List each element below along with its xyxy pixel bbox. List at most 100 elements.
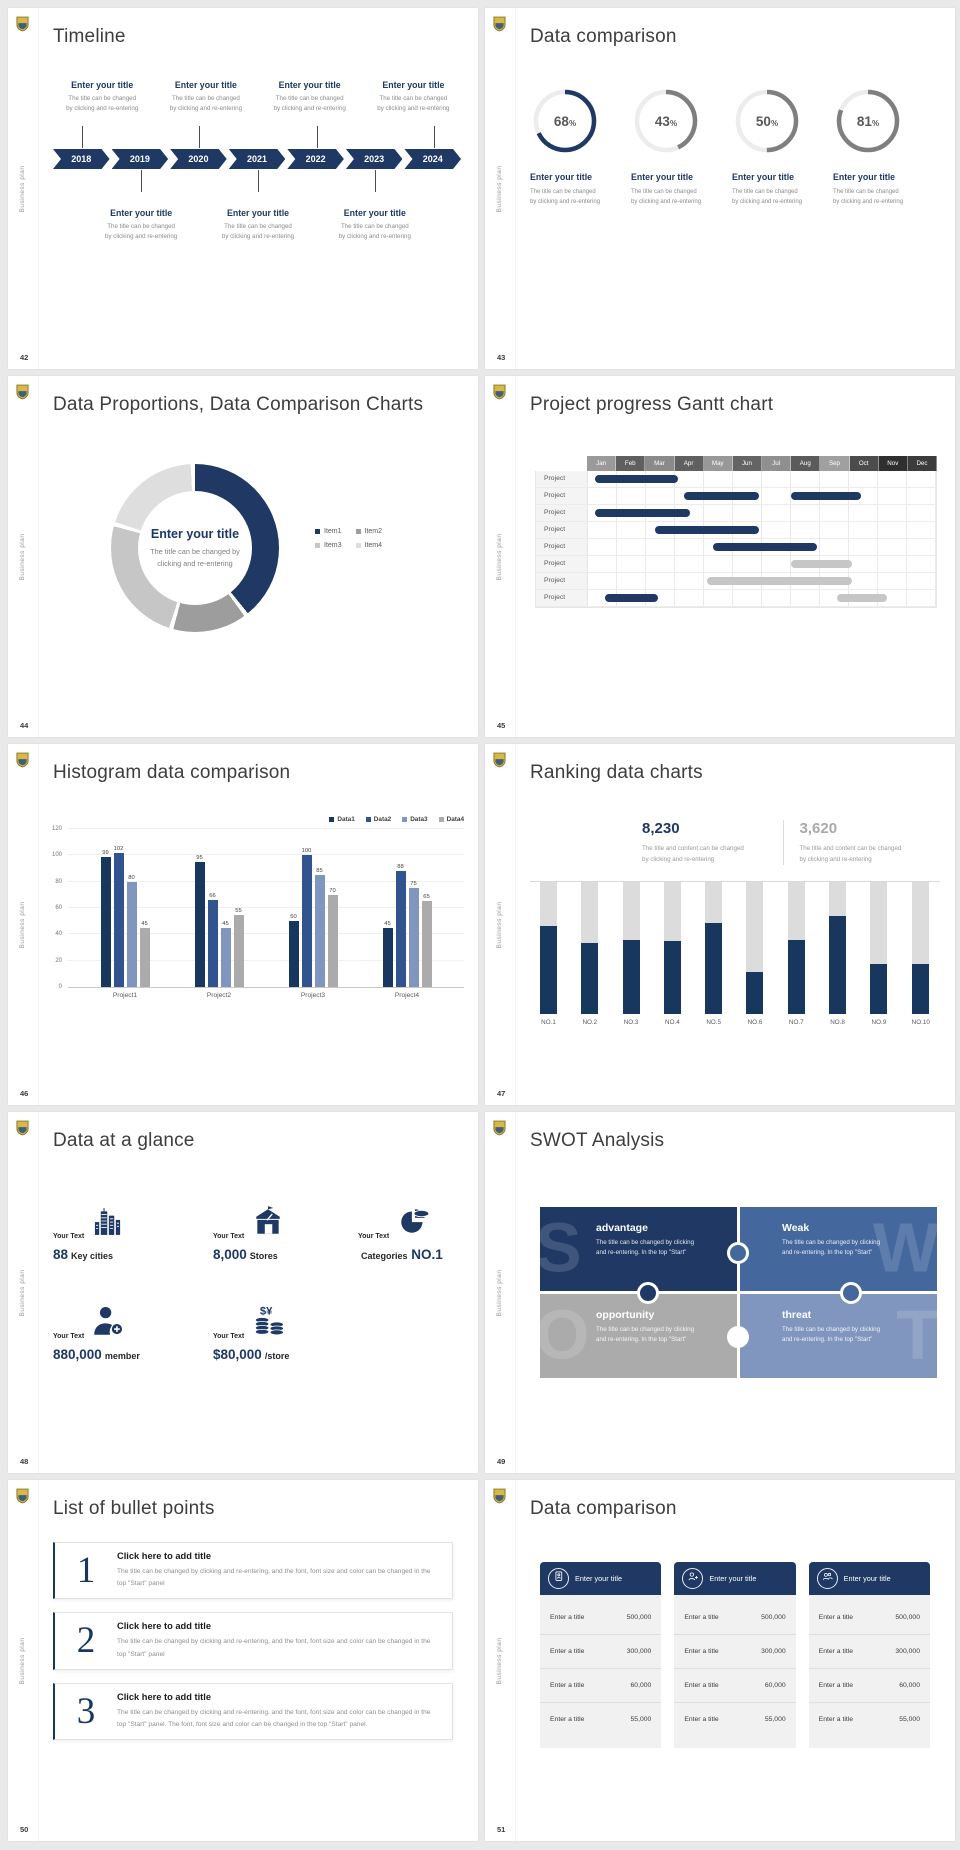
chart-area: 99 102 80 45 95 66 45 55 50 100 85 70 45 88 75 65 bbox=[68, 828, 464, 988]
gantt-gridline bbox=[762, 505, 791, 521]
timeline-item-caption: The title can be changed bbox=[107, 223, 176, 230]
gantt-row: Project bbox=[536, 539, 936, 556]
donut-center-caption: clicking and re-entering bbox=[157, 558, 233, 568]
swot-piece-caption: and re-entering. In the top "Start" bbox=[596, 1336, 687, 1344]
swot-piece-caption: and re-entering. In the top "Start" bbox=[782, 1336, 873, 1344]
gantt-month-cell: Aug bbox=[791, 456, 821, 471]
slide-42-timeline[interactable]: Business plan Timeline Enter your title T… bbox=[8, 8, 478, 369]
stat-unit: member bbox=[104, 1351, 140, 1361]
gantt-bar bbox=[683, 492, 760, 500]
slide-50-bullet-list[interactable]: Business plan List of bullet points 1 Cli… bbox=[8, 1480, 478, 1841]
bar bbox=[113, 852, 124, 987]
side-label: Business plan bbox=[496, 1637, 503, 1684]
slide-number: 47 bbox=[497, 1089, 506, 1098]
crest-logo-icon bbox=[493, 1488, 506, 1509]
row-value: 300,000 bbox=[895, 1648, 920, 1655]
bar bbox=[382, 927, 393, 987]
stat-top-row: Your Text bbox=[53, 1304, 203, 1341]
card-title: Enter your title bbox=[575, 1574, 623, 1583]
group-icon bbox=[821, 1570, 834, 1588]
gridline bbox=[68, 959, 464, 961]
gantt-month-cell: Dec bbox=[907, 456, 938, 471]
gantt-row: Project bbox=[536, 522, 936, 539]
gantt-row-cells bbox=[588, 539, 936, 555]
rings-content: 68% Enter your title The title can be chan… bbox=[530, 86, 945, 207]
slide-side-rail bbox=[485, 1112, 516, 1473]
row-label: Enter a title bbox=[684, 1648, 719, 1655]
gantt-row-label: Project bbox=[536, 539, 588, 555]
slide-48-data-glance[interactable]: Business plan Data at a glance Your Text… bbox=[8, 1112, 478, 1473]
donut-chart: Enter your title The title can be changed… bbox=[111, 464, 279, 632]
ranking-value-block: 3,620 The title and content can be change… bbox=[782, 820, 941, 866]
bar-wrap: 55 bbox=[233, 908, 244, 987]
row-label: Enter a title bbox=[684, 1614, 719, 1621]
stat-number-row: 880,000 member bbox=[53, 1346, 203, 1364]
bar-value-label: 102 bbox=[113, 845, 124, 852]
slide-51-comparison-tables[interactable]: Business plan Data comparison Enter your… bbox=[485, 1480, 955, 1841]
gantt-month-cell: May bbox=[703, 456, 733, 471]
ring-caption: by clicking and re-entering bbox=[631, 199, 702, 206]
gantt-gridline bbox=[849, 488, 878, 504]
stat-item: Your Text Categories NO.1 bbox=[358, 1207, 478, 1264]
histogram-legend: Data1 Data2 Data3 Data4 bbox=[48, 816, 464, 823]
gantt-gridline bbox=[762, 471, 791, 487]
timeline-item-title: Enter your title bbox=[71, 80, 134, 90]
slide-number: 45 bbox=[497, 721, 506, 730]
bar-wrap: 66 bbox=[207, 893, 218, 987]
bullet-title: Click here to add title bbox=[117, 1621, 212, 1632]
gantt-header: Jan Feb Mar Apr May Jun Jul Aug Sep Oct Nov Dec bbox=[535, 456, 938, 471]
slide-43-data-comparison[interactable]: Business plan Data comparison 68% Enter y… bbox=[485, 8, 955, 369]
gantt-gridline bbox=[878, 505, 907, 521]
bar-wrap: 100 bbox=[301, 848, 312, 987]
timeline-item-top: Enter your title The title can be changed… bbox=[364, 80, 462, 114]
crest-logo-icon bbox=[16, 752, 29, 773]
card-body: Enter a title 500,000 Enter a title 300,000… bbox=[674, 1595, 796, 1748]
side-label: Business plan bbox=[19, 1637, 26, 1684]
row-label: Enter a title bbox=[550, 1682, 585, 1689]
histogram-plot: 0 20 40 60 80 100 120 99 102 80 45 95 66 45 55 50 100 85 7… bbox=[48, 826, 464, 990]
bullet-number: 2 bbox=[76, 1620, 96, 1662]
ranking-column: NO.9 bbox=[870, 882, 888, 1026]
bullet-title: Click here to add title bbox=[117, 1691, 212, 1702]
gantt-gridline bbox=[675, 590, 704, 606]
x-tick-label: Project1 bbox=[112, 992, 138, 999]
slide-44-donut-chart[interactable]: Business plan Data Proportions, Data Com… bbox=[8, 376, 478, 737]
timeline-tick bbox=[375, 170, 377, 192]
swot-puzzle-knob bbox=[727, 1242, 749, 1264]
swot-piece-title: threat bbox=[782, 1309, 812, 1321]
bar-groups: 99 102 80 45 95 66 45 55 50 100 85 70 45 88 75 65 bbox=[68, 829, 464, 987]
member-icon bbox=[92, 1304, 126, 1341]
gantt-gridline bbox=[762, 556, 791, 572]
bullet-item: 2 Click here to add title The title can be… bbox=[53, 1612, 453, 1670]
timeline-year-segment: 2022 bbox=[287, 149, 344, 169]
slide-47-ranking-chart[interactable]: Business plan Ranking data charts 8,230 T… bbox=[485, 744, 955, 1105]
slide-45-gantt-chart[interactable]: Business plan Project progress Gantt cha… bbox=[485, 376, 955, 737]
slide-46-histogram[interactable]: Business plan Histogram data comparison … bbox=[8, 744, 478, 1105]
timeline-item-caption: by clicking and re-entering bbox=[66, 104, 139, 112]
bar-wrap: 75 bbox=[408, 881, 419, 987]
gantt-gridline bbox=[878, 573, 907, 589]
swot-piece-title: opportunity bbox=[596, 1309, 655, 1321]
swot-watermark-letter: S bbox=[540, 1208, 582, 1287]
card-header: Enter your title bbox=[674, 1562, 796, 1595]
slide-number: 48 bbox=[20, 1457, 29, 1466]
ring-caption: by clicking and re-entering bbox=[530, 199, 601, 206]
side-label: Business plan bbox=[19, 165, 26, 212]
bar-group: 99 102 80 45 bbox=[100, 845, 150, 987]
gantt-content: Jan Feb Mar Apr May Jun Jul Aug Sep Oct Nov Dec Proj… bbox=[535, 456, 938, 608]
card-title: Enter your title bbox=[843, 1574, 891, 1583]
row-value: 55,000 bbox=[899, 1716, 920, 1723]
ring-caption: by clicking and re-entering bbox=[833, 199, 904, 206]
legend-label: Item1 bbox=[324, 528, 342, 535]
bar-group: 95 66 45 55 bbox=[194, 855, 244, 987]
timeline-tick bbox=[316, 126, 318, 148]
gantt-gridline bbox=[878, 522, 907, 538]
ring-caption: by clicking and re-entering bbox=[732, 199, 803, 206]
gantt-gridline bbox=[704, 505, 733, 521]
bar-value-label: 100 bbox=[301, 848, 312, 855]
x-tick-label: Project2 bbox=[206, 992, 232, 999]
timeline-item-caption: The title can be changed bbox=[379, 95, 448, 102]
